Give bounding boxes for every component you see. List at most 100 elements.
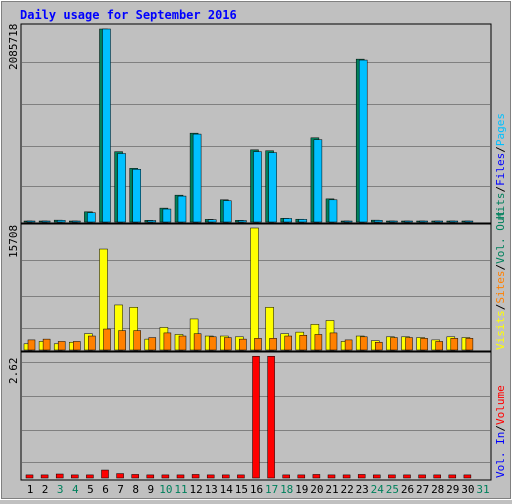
volume-bar [403,474,411,479]
volume-bar [388,474,396,479]
x-tick-label: 4 [72,483,79,496]
top-right-legend: Hits/Files/Pages [494,113,507,219]
legend-entry: / [494,425,507,432]
x-tick-label: 18 [280,483,293,496]
x-tick-label: 30 [461,483,474,496]
files-bar [162,208,172,223]
files-bar [223,200,232,223]
sites-bar [178,335,187,351]
volume-bar [312,474,321,479]
sites-bar [88,335,96,351]
x-tick-label: 3 [57,483,64,496]
x-tick-label: 10 [159,483,172,496]
files-bar [283,218,292,223]
sites-bar [435,341,443,351]
sites-bar [254,338,262,351]
files-bar [358,59,368,223]
sites-bar [284,335,292,351]
volume-bar [40,474,49,479]
volume-bar [342,474,351,479]
volume-bar [297,474,306,479]
sites-bar [224,337,232,351]
sites-bar [163,332,172,351]
x-tick-label: 1 [27,483,34,496]
sites-bar [118,330,126,351]
volume-bar [116,473,124,479]
legend-entry: / [494,304,507,311]
x-tick-label: 2 [42,483,49,496]
x-tick-label: 16 [250,483,263,496]
sites-bar [375,341,383,351]
volume-bar [448,474,457,479]
sites-bar [133,330,141,351]
x-tick-label: 21 [325,483,338,496]
volume-bar [101,469,109,479]
x-tick-label: 20 [310,483,323,496]
files-bar [207,219,217,223]
sites-bar [269,338,277,351]
sites-bar [465,338,474,351]
legend-entry: Sites [494,271,507,304]
x-tick-label: 26 [401,483,414,496]
x-tick-label: 31 [476,483,489,496]
files-bar [177,195,187,223]
top-ymax-label: 2085718 [7,24,20,70]
files-bar [147,220,157,223]
sites-bar [420,338,428,351]
files-bar [192,133,202,223]
x-tick-label: 23 [356,483,369,496]
bars-layer [23,28,474,479]
files-bar [132,169,141,223]
files-bar [434,220,443,223]
volume-bar [222,474,230,479]
x-axis-labels: 1 2 3 4 5 6 7 8 9 10 11 12 13 14 15 16 17 18 19 20 21 22 23 24 2… [27,483,490,496]
sites-bar [405,337,413,351]
x-tick-label: 24 [371,483,385,496]
x-tick-label: 6 [102,483,109,496]
volume-bar [146,474,155,479]
volume-bar [176,474,185,479]
files-bar [102,28,111,223]
files-bar [41,220,51,223]
chart-title: Daily usage for September 2016 [20,8,237,22]
sites-bar [299,334,308,351]
files-bar [26,220,36,223]
files-bar [253,151,262,223]
files-bar [238,220,247,223]
x-tick-label: 11 [174,483,187,496]
legend-entry: Vol. In [494,432,507,478]
files-bar [343,220,353,223]
files-bar [404,220,413,223]
sites-bar [193,333,202,351]
volume-bar [161,474,170,479]
volume-bar [418,474,426,479]
volume-bar [282,474,290,479]
x-tick-label: 19 [295,483,308,496]
legend-entry: Hits [494,193,507,220]
sites-bar [239,338,247,351]
x-tick-label: 29 [446,483,459,496]
volume-bar [86,474,94,479]
x-tick-label: 27 [416,483,429,496]
legend-entry: / [494,264,507,271]
files-bar [464,220,474,223]
files-bar [313,139,323,223]
legend-entry: Files [494,153,507,186]
volume-bar [433,474,441,479]
x-tick-label: 12 [189,483,202,496]
sites-bar [27,339,36,351]
volume-bar [357,474,366,479]
legend-entry: Volume [494,385,507,425]
volume-bar [267,355,275,479]
volume-bar [131,474,139,479]
x-tick-label: 15 [235,483,248,496]
sites-bar [42,338,51,351]
files-bar [117,153,126,223]
files-bar [56,220,66,223]
files-bar [72,220,81,223]
x-tick-label: 25 [386,483,399,496]
legend-entry: Pages [494,113,507,146]
